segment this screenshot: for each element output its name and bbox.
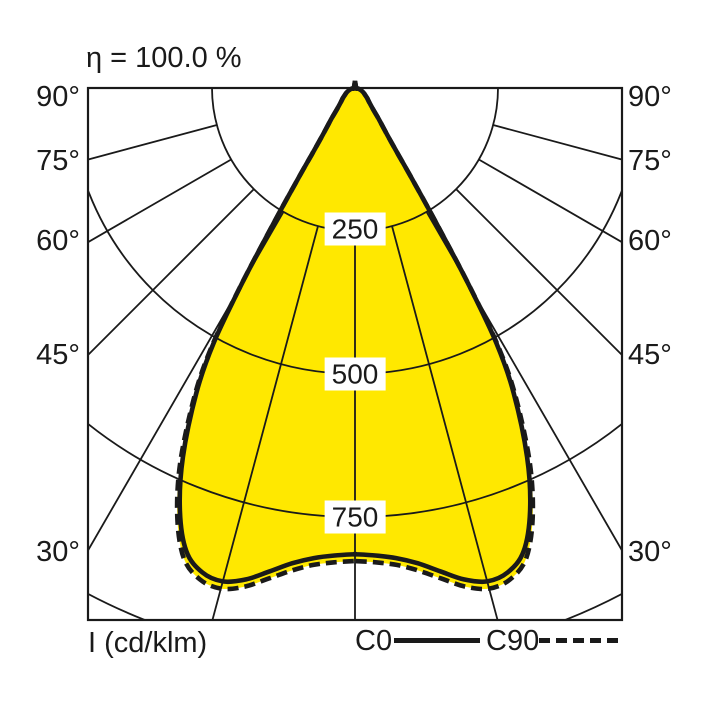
angle-tick-left-45: 45° xyxy=(36,339,80,371)
angle-tick-left-60: 60° xyxy=(36,225,80,257)
angle-ray-l30 xyxy=(88,211,285,553)
angle-ray-l60 xyxy=(88,158,232,244)
angle-ray-r60 xyxy=(478,158,622,244)
intensity-label-500: 500 xyxy=(324,357,386,391)
angle-ray-r30 xyxy=(425,211,622,553)
angle-tick-right-60: 60° xyxy=(628,225,672,257)
angle-ray-r15 xyxy=(391,225,499,620)
angle-ray-l75 xyxy=(88,124,218,161)
angle-ray-r45 xyxy=(455,188,622,357)
angle-ray-r75 xyxy=(492,124,622,161)
axis-unit-label: I (cd/klm) xyxy=(88,627,208,659)
angle-tick-right-75: 75° xyxy=(628,145,672,177)
angle-tick-right-30: 30° xyxy=(628,536,672,568)
angle-tick-left-90: 90° xyxy=(36,81,80,113)
legend-c0-line-swatch xyxy=(394,638,480,643)
c0-curve xyxy=(177,80,533,585)
legend-c90-line-swatch xyxy=(539,638,620,643)
angle-tick-right-90: 90° xyxy=(628,81,672,113)
legend-c90-label: C90 xyxy=(486,625,540,657)
angle-tick-right-45: 45° xyxy=(628,339,672,371)
angle-tick-left-75: 75° xyxy=(36,145,80,177)
efficiency-label: η = 100.0 % xyxy=(86,42,242,74)
intensity-label-250: 250 xyxy=(324,212,386,246)
legend-c0-label: C0 xyxy=(355,625,393,657)
intensity-label-750: 750 xyxy=(324,500,386,534)
angle-ray-l45 xyxy=(88,188,255,357)
angle-ray-l15 xyxy=(211,225,319,620)
angle-tick-left-30: 30° xyxy=(36,536,80,568)
